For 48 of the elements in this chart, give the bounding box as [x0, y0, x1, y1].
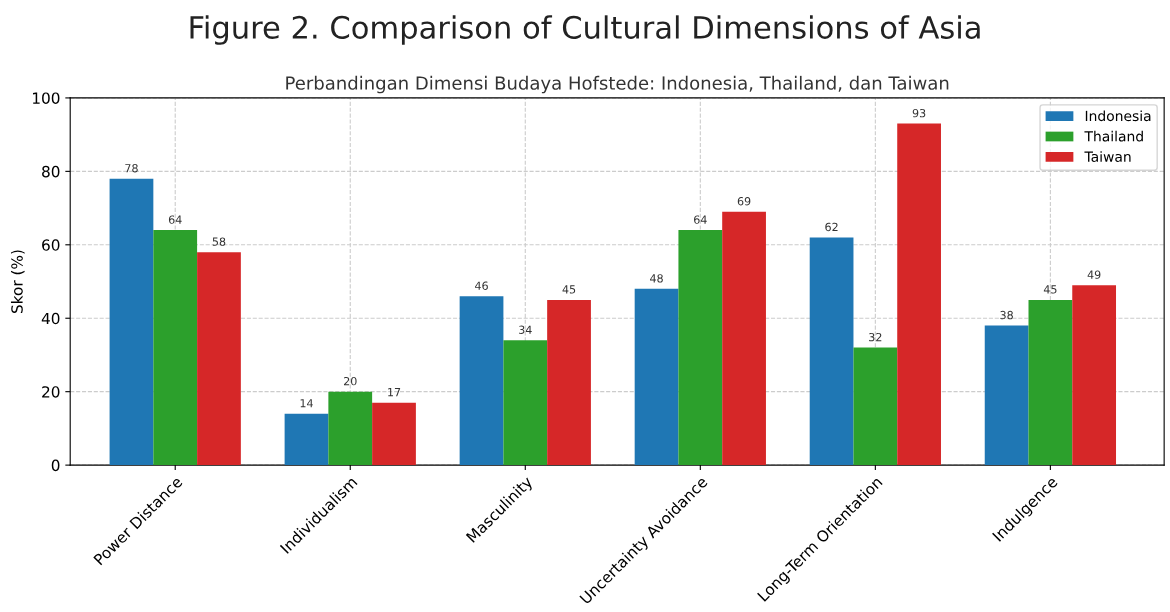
- y-tick-label: 100: [32, 92, 60, 104]
- bar: [809, 237, 854, 466]
- bar: [503, 340, 548, 466]
- bar: [634, 288, 679, 466]
- legend-label: Thailand: [1084, 130, 1143, 142]
- data-label: 34: [519, 325, 532, 334]
- bar: [1072, 285, 1117, 466]
- data-label: 32: [869, 332, 882, 342]
- legend-label: Indonesia: [1085, 110, 1151, 122]
- data-label: 93: [912, 108, 926, 118]
- data-label: 17: [388, 388, 401, 397]
- bar: [372, 402, 416, 466]
- bar: [853, 347, 898, 466]
- bar: [284, 413, 329, 466]
- data-label: 48: [650, 274, 663, 283]
- data-label: 49: [1087, 270, 1101, 279]
- data-label: 62: [825, 222, 838, 232]
- bar: [153, 230, 198, 466]
- data-label: 38: [1000, 310, 1013, 320]
- data-label: 20: [344, 376, 357, 386]
- bar: [109, 178, 154, 466]
- data-label: 69: [737, 197, 751, 206]
- chart-subtitle: Perbandingan Dimensi Budaya Hofstede: Indonesia, Thailand, dan Taiwan: [286, 75, 949, 94]
- data-label: 45: [1043, 285, 1057, 294]
- data-label: 58: [212, 237, 226, 246]
- y-tick-label: 40: [41, 312, 60, 325]
- data-label: 64: [168, 215, 182, 224]
- bar: [678, 230, 723, 466]
- bar: [1028, 299, 1073, 466]
- bar: [897, 123, 941, 466]
- y-tick-label: 0: [51, 459, 60, 472]
- chart-title: Figure 2. Comparison of Cultural Dimensions of Asia: [190, 15, 980, 45]
- legend-label: Taiwan: [1084, 151, 1131, 162]
- data-label: 78: [125, 163, 138, 173]
- bar: [722, 211, 766, 466]
- bar: [459, 296, 504, 466]
- bar: [197, 252, 241, 466]
- bar: [547, 299, 591, 466]
- bar: [328, 391, 373, 466]
- y-axis-title: Skor (%): [10, 250, 25, 313]
- data-label: 64: [694, 215, 707, 224]
- y-tick-label: 80: [42, 165, 60, 178]
- y-tick-label: 20: [42, 386, 60, 398]
- data-label: 46: [475, 281, 488, 290]
- y-tick-label: 60: [42, 239, 60, 251]
- data-label: 45: [562, 285, 576, 294]
- bar: [984, 325, 1029, 466]
- data-label: 14: [300, 399, 313, 408]
